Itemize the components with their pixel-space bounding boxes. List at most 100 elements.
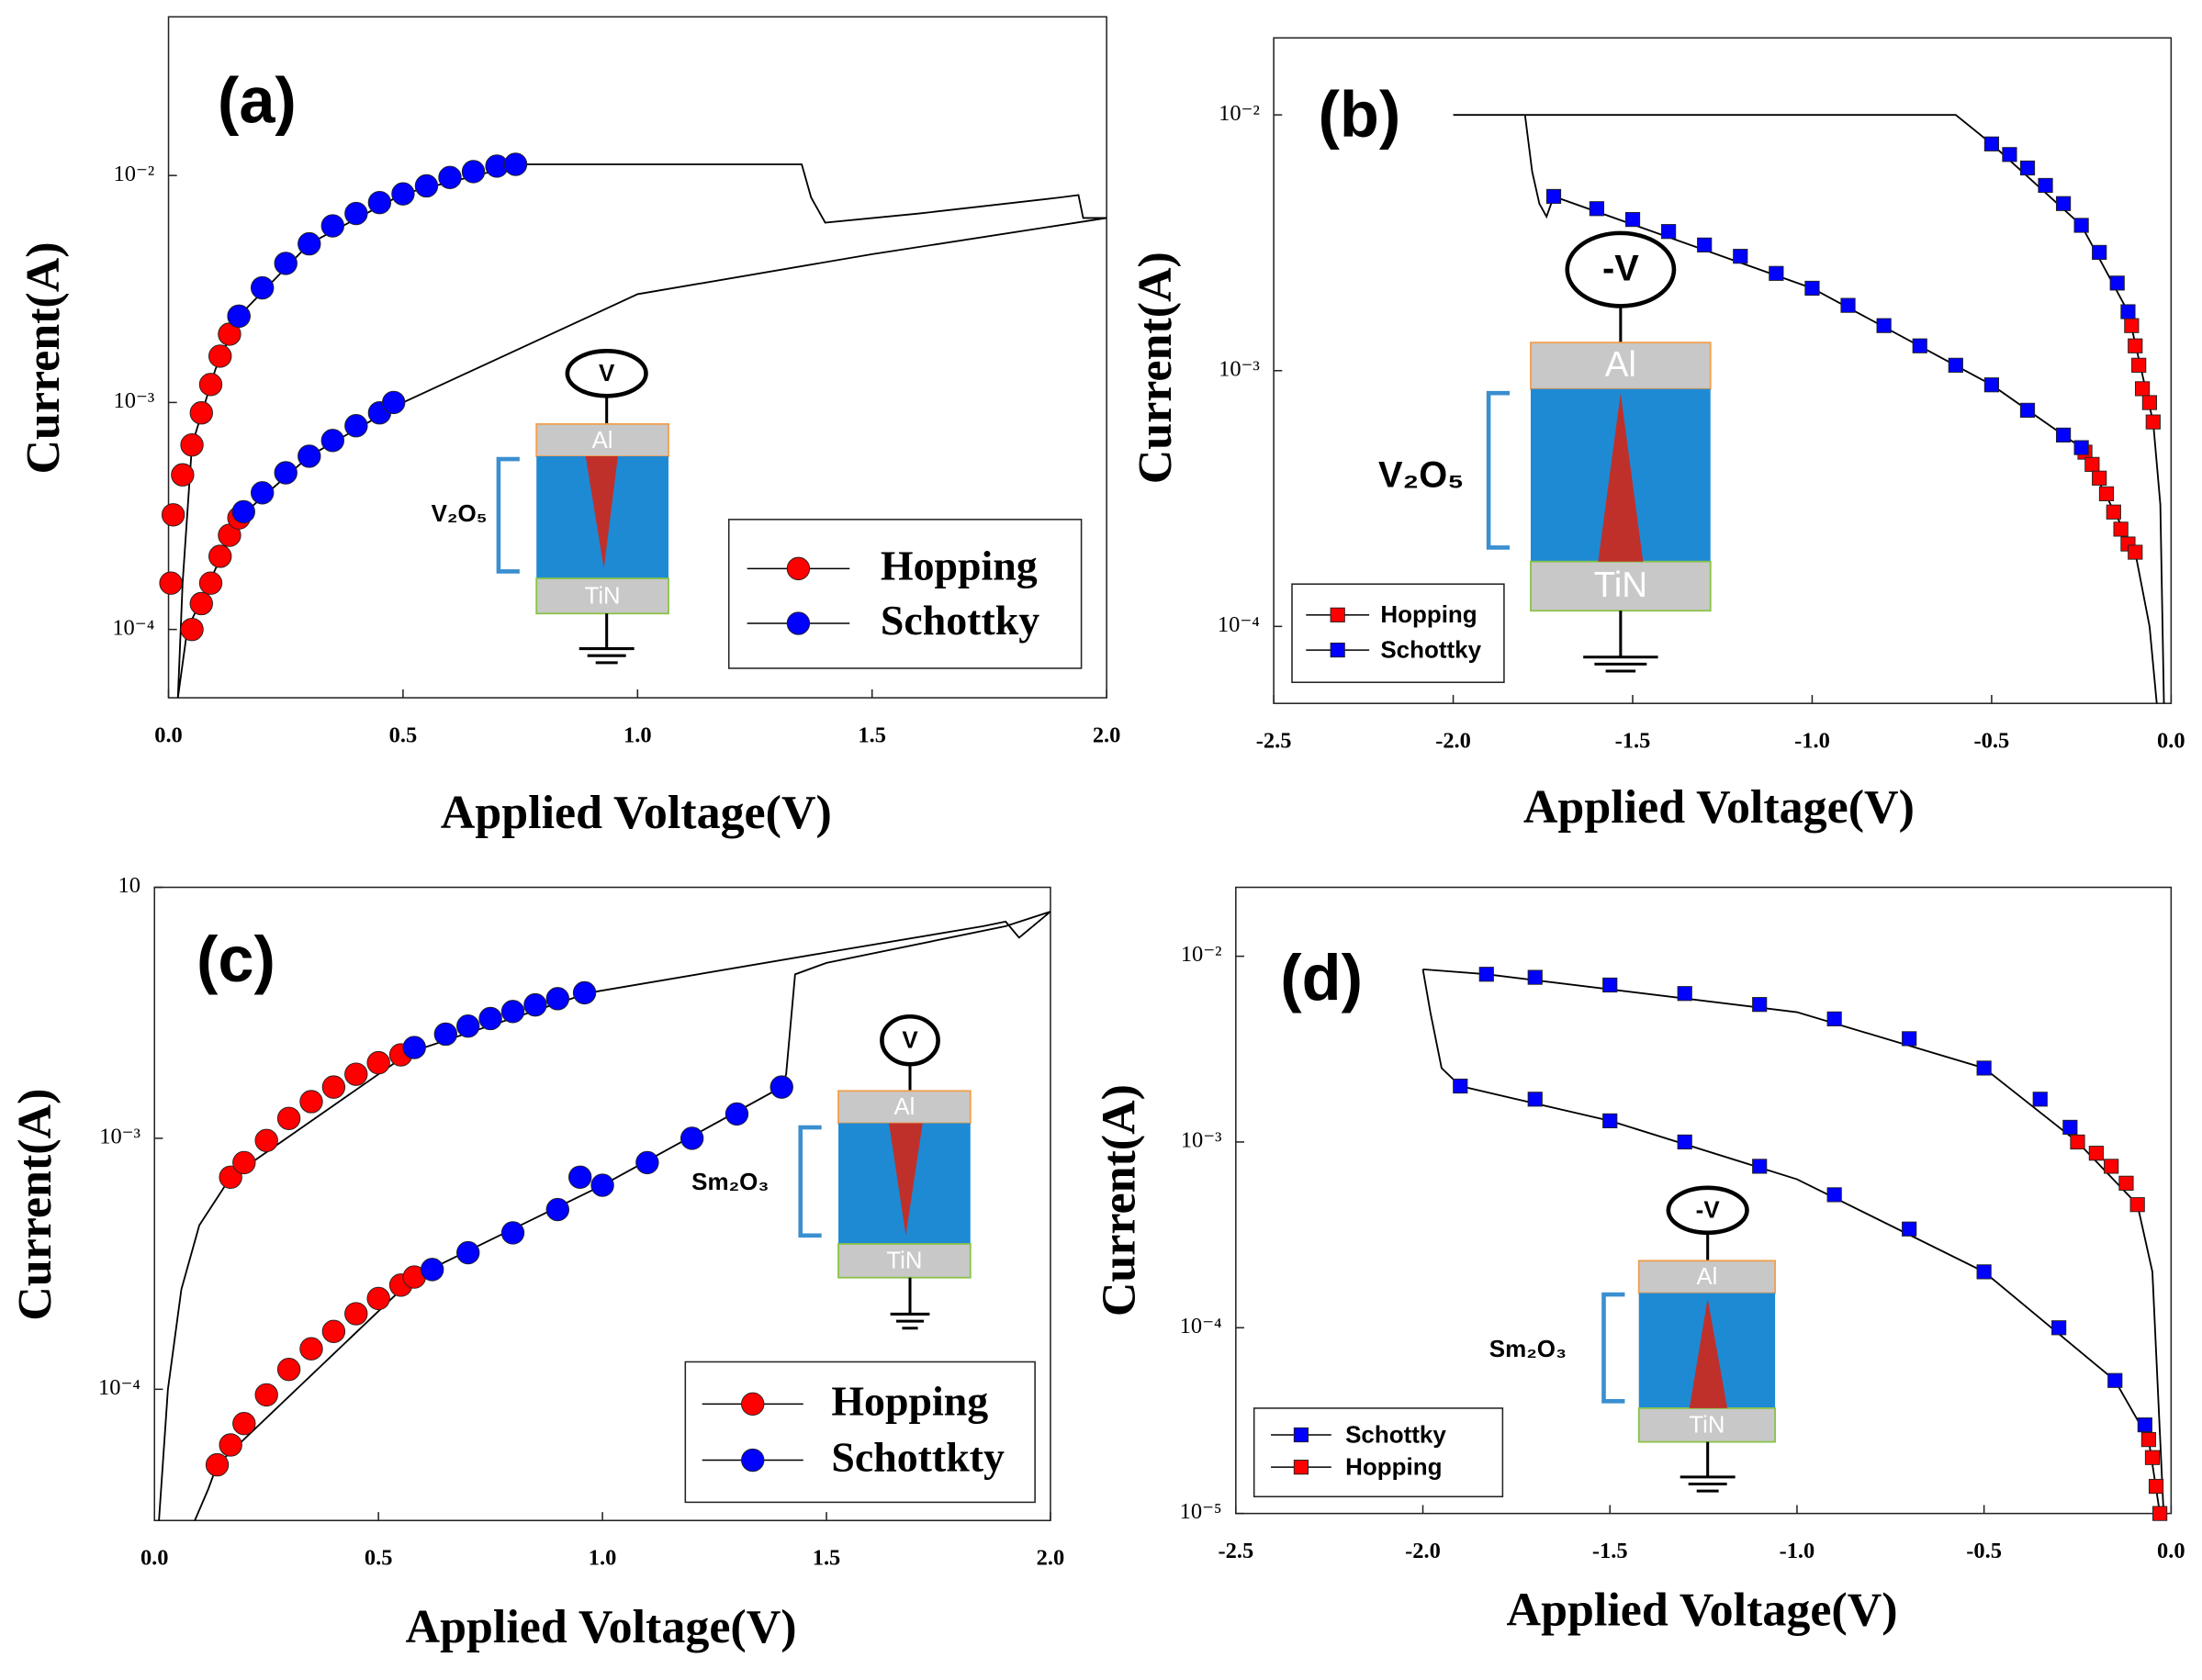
- data-point: [1804, 280, 1820, 297]
- legend-marker: [1293, 1427, 1309, 1443]
- data-point: [344, 1062, 368, 1086]
- y-tick-label: 10⁻³: [99, 1125, 140, 1149]
- data-point: [725, 1102, 749, 1126]
- inset-top-label: Al: [592, 428, 613, 454]
- y-tick-label: 10⁻⁴: [1218, 612, 1260, 637]
- data-point: [1478, 967, 1494, 982]
- data-point: [545, 1197, 569, 1222]
- data-point: [321, 1319, 346, 1344]
- x-tick-label: 0.0: [154, 723, 183, 748]
- data-point: [568, 1165, 592, 1189]
- legend-marker: [741, 1448, 765, 1473]
- data-point: [2002, 147, 2017, 162]
- inset-top-label: Al: [1696, 1264, 1717, 1290]
- data-point: [2109, 275, 2125, 291]
- data-point: [1948, 357, 1963, 373]
- x-tick-label: 0.5: [365, 1546, 393, 1571]
- data-point: [572, 980, 597, 1005]
- inset-bracket: [496, 456, 520, 574]
- data-point: [232, 1150, 256, 1175]
- plot-frame: [1235, 886, 2173, 1515]
- data-point: [299, 1090, 323, 1114]
- data-point: [320, 429, 344, 453]
- data-point: [2145, 414, 2161, 430]
- data-point: [227, 304, 251, 329]
- y-tick-label: 10⁻⁴: [98, 1375, 140, 1400]
- data-point: [2062, 1119, 2078, 1136]
- x-axis-label: Applied Voltage(V): [1523, 781, 1915, 834]
- data-point: [461, 160, 486, 184]
- data-point: [274, 252, 298, 275]
- y-tick-label: 10⁻²: [114, 162, 155, 186]
- x-tick-label: 2.0: [1093, 723, 1121, 748]
- data-point: [2107, 1372, 2123, 1388]
- legend-label: Hopping: [1380, 600, 1477, 628]
- inset-bracket: [1486, 390, 1511, 550]
- x-tick-label: 0.0: [140, 1546, 169, 1571]
- inset-filament: [1598, 393, 1644, 562]
- data-point: [219, 1433, 242, 1457]
- data-point: [2148, 1478, 2164, 1495]
- data-point: [1826, 1187, 1842, 1203]
- data-point: [1840, 297, 1856, 313]
- y-axis-label: Current(A): [17, 241, 70, 474]
- inset-bottom-label: TiN: [886, 1249, 922, 1274]
- y-tick-label: 10⁻⁵: [1180, 1499, 1222, 1524]
- inset-filament: [1689, 1298, 1728, 1408]
- inset-source: [1666, 1185, 1749, 1236]
- inset-oxide-label: V₂O₅: [1378, 454, 1464, 495]
- y-tick-label: 10⁻³: [1219, 356, 1260, 381]
- data-point: [299, 1337, 323, 1361]
- data-point: [402, 1036, 426, 1059]
- data-point: [2038, 177, 2053, 194]
- inset-bottom-electrode: [837, 1243, 972, 1279]
- data-point: [344, 201, 368, 226]
- data-point: [208, 544, 232, 568]
- panel-label: (d): [1280, 941, 1363, 1014]
- data-point: [2128, 338, 2143, 353]
- data-point: [2092, 470, 2107, 486]
- data-point: [1983, 136, 2000, 151]
- data-point: [2134, 381, 2151, 397]
- x-axis-label: Applied Voltage(V): [1507, 1585, 1898, 1637]
- data-point: [1527, 969, 1543, 985]
- x-tick-label: 1.0: [589, 1546, 617, 1571]
- y-tick-label: 10⁻²: [1181, 942, 1222, 967]
- data-point: [250, 481, 275, 505]
- data-point: [421, 1258, 444, 1282]
- inset-top-electrode: [837, 1090, 972, 1125]
- data-point: [2152, 1506, 2168, 1521]
- data-point: [171, 463, 195, 487]
- x-tick-label: -1.5: [1592, 1539, 1628, 1563]
- data-point: [2129, 1197, 2145, 1213]
- data-point: [254, 1128, 278, 1153]
- data-point: [1624, 211, 1641, 228]
- inset-top-electrode: [1637, 1260, 1776, 1294]
- data-point: [2051, 1320, 2067, 1336]
- x-tick-label: -1.5: [1615, 729, 1651, 754]
- data-point: [180, 432, 204, 457]
- data-point: [1902, 1221, 1917, 1237]
- data-point: [1660, 224, 1677, 240]
- data-point: [2128, 544, 2143, 560]
- legend-label: Hopping: [1345, 1453, 1442, 1481]
- data-point: [1602, 977, 1618, 993]
- data-point: [189, 401, 213, 425]
- data-point: [635, 1150, 659, 1175]
- legend-box: [727, 519, 1083, 669]
- inset-filament: [585, 456, 618, 569]
- data-point: [680, 1126, 704, 1150]
- data-point: [1912, 338, 1927, 353]
- inset-source: [565, 349, 648, 398]
- data-point: [250, 275, 275, 300]
- data-point: [1602, 1113, 1618, 1129]
- legend-marker: [1330, 607, 1345, 622]
- inset-bottom-electrode: [1530, 560, 1712, 612]
- data-point: [2073, 218, 2089, 233]
- data-point: [366, 1286, 390, 1311]
- data-point: [2019, 160, 2036, 176]
- data-point: [189, 591, 213, 616]
- data-point: [320, 214, 344, 238]
